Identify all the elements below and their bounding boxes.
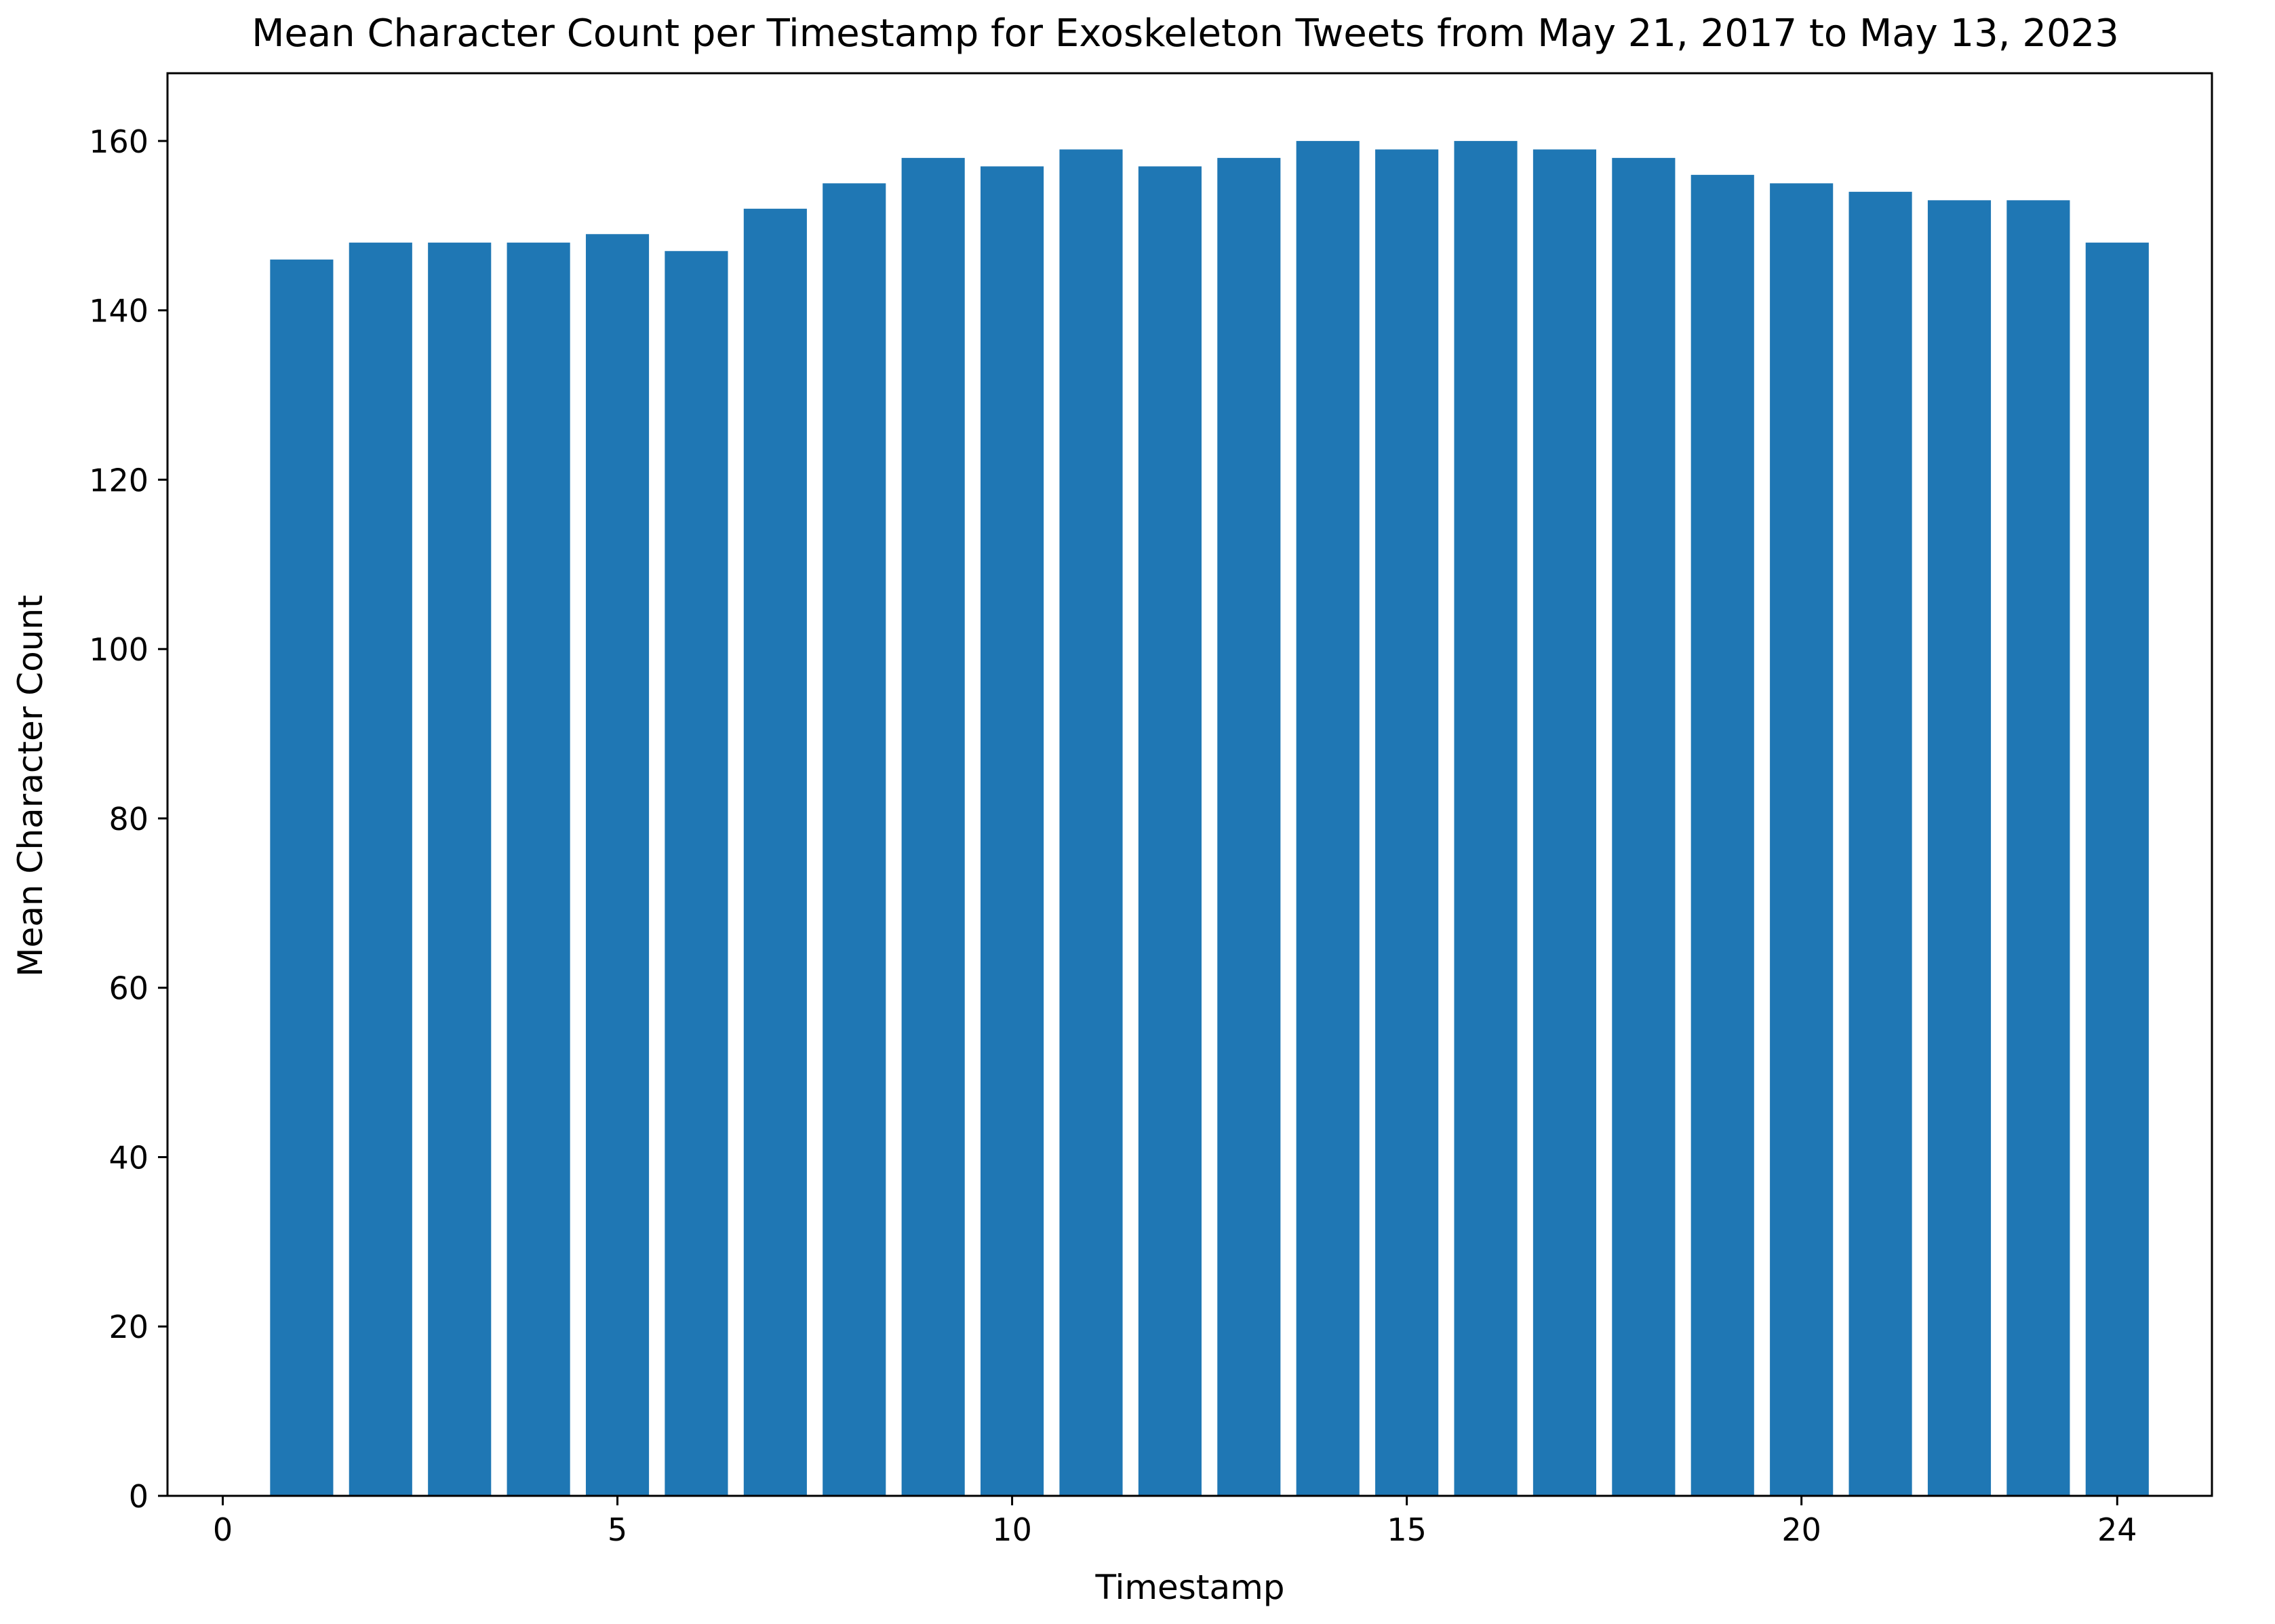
bar-11	[1059, 149, 1123, 1497]
bar-22	[1927, 200, 1992, 1497]
bar-9	[901, 157, 965, 1496]
y-tick-label-20: 20	[108, 1309, 149, 1345]
bar-8	[823, 183, 886, 1497]
y-axis-label: Mean Character Count	[11, 595, 50, 976]
y-axis: 0 20 40 60 80 100 120 140 160	[89, 123, 167, 1515]
bar-1	[270, 259, 334, 1497]
bar-13	[1217, 157, 1281, 1496]
bar-4	[507, 242, 570, 1496]
x-tick-label-10: 10	[992, 1511, 1032, 1548]
bar-16	[1454, 140, 1518, 1496]
bar-23	[2006, 200, 2070, 1497]
y-tick-label-160: 160	[89, 123, 149, 160]
x-axis: 0 5 10 15 20 24	[213, 1496, 2137, 1548]
y-tick-label-100: 100	[89, 631, 149, 668]
bar-3	[428, 242, 492, 1496]
bar-14	[1296, 140, 1360, 1496]
bar-19	[1690, 174, 1754, 1496]
x-tick-label-15: 15	[1387, 1511, 1427, 1548]
y-tick-label-0: 0	[129, 1478, 149, 1515]
plot-frame	[166, 72, 2213, 1497]
x-tick-label-20: 20	[1781, 1511, 1821, 1548]
bar-2	[349, 242, 412, 1496]
x-axis-label: Timestamp	[1094, 1568, 1284, 1607]
bar-20	[1770, 183, 1834, 1497]
bar-17	[1532, 149, 1597, 1497]
bar-18	[1612, 157, 1676, 1496]
x-tick-label-5: 5	[608, 1511, 627, 1548]
bar-21	[1848, 191, 1912, 1496]
y-tick-label-120: 120	[89, 462, 149, 498]
bar-5	[585, 234, 650, 1496]
bars-group	[270, 140, 2149, 1497]
y-tick-label-140: 140	[89, 293, 149, 330]
bar-6	[665, 251, 728, 1496]
y-tick-label-60: 60	[108, 970, 149, 1007]
chart-title: Mean Character Count per Timestamp for E…	[252, 12, 2119, 56]
bar-15	[1375, 149, 1439, 1497]
y-tick-label-80: 80	[108, 801, 149, 837]
y-tick-label-40: 40	[108, 1139, 149, 1176]
bar-7	[743, 208, 807, 1496]
bar-24	[2085, 242, 2149, 1496]
bar-12	[1138, 166, 1202, 1497]
x-tick-label-0: 0	[213, 1511, 233, 1548]
bar-10	[981, 166, 1044, 1497]
x-tick-label-24: 24	[2097, 1511, 2137, 1548]
